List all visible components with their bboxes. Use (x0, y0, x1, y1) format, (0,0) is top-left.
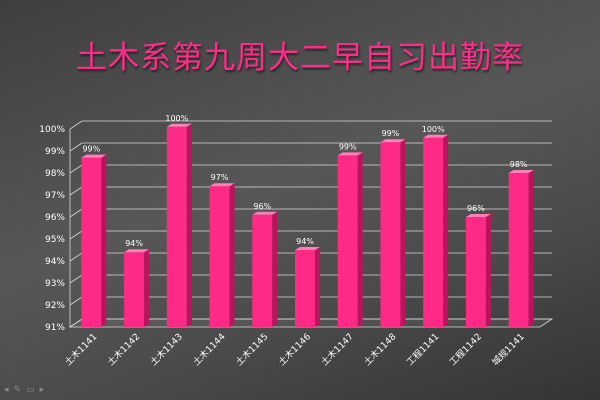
gridline-depth (69, 208, 83, 218)
data-label: 99% (382, 129, 400, 138)
bar (252, 214, 273, 327)
x-tick-label: 城规1141 (490, 331, 527, 368)
bar-side (443, 134, 449, 327)
bar-top (423, 134, 449, 138)
gridline-depth (69, 252, 83, 262)
chart-title: 土木系第九周大二早自习出勤率 (76, 40, 524, 76)
bar (81, 157, 102, 327)
pen-icon[interactable]: ✎ (13, 385, 22, 395)
bar-side (144, 249, 150, 327)
x-tick-label: 土木1148 (361, 330, 399, 368)
bar-top (380, 139, 406, 143)
bar-top (465, 214, 491, 217)
gridline-depth (69, 296, 83, 306)
x-tick-label: 土木1147 (318, 331, 355, 368)
bar-side (357, 152, 363, 327)
data-label: 94% (125, 239, 143, 248)
y-tick-label: 91% (45, 323, 65, 333)
gridline-depth (69, 164, 83, 174)
bar (380, 142, 401, 327)
y-tick-label: 96% (45, 213, 65, 223)
bar-side (528, 170, 534, 327)
data-label: 100% (165, 114, 188, 123)
gridline-depth (69, 186, 83, 196)
bar (337, 155, 358, 327)
bar-side (485, 214, 491, 327)
bar-side (400, 139, 406, 327)
gridline-depth (69, 274, 83, 284)
bar-side (186, 123, 192, 327)
y-tick-label: 100% (39, 125, 65, 135)
x-tick-label: 土木1143 (148, 331, 185, 368)
bar (209, 186, 230, 327)
data-label: 98% (510, 160, 528, 169)
bar-top (166, 123, 192, 127)
slideshow-nav: ◂ ✎ ▭ ▸ (4, 385, 44, 395)
bar (465, 217, 486, 327)
bar-top (295, 247, 320, 250)
y-tick-label: 94% (45, 257, 65, 267)
gridline-depth (69, 230, 83, 240)
slide-menu-icon[interactable]: ▭ (26, 385, 35, 395)
bar-top (252, 211, 278, 215)
gridline-depth (69, 318, 83, 328)
y-tick-label: 93% (45, 279, 65, 289)
data-label: 96% (253, 202, 271, 211)
y-tick-label: 92% (45, 301, 65, 311)
bar-top (81, 154, 107, 158)
bar-top (124, 249, 150, 253)
back-arrow-icon[interactable]: ◂ (4, 385, 9, 395)
bar-side (272, 211, 278, 327)
x-tick-label: 土木1144 (190, 330, 228, 368)
data-label: 94% (296, 237, 314, 246)
data-label: 100% (422, 125, 445, 134)
bar (124, 252, 145, 327)
y-tick-label: 98% (45, 169, 65, 179)
x-tick-label: 土木1145 (233, 331, 270, 368)
bar-top (337, 152, 363, 156)
y-tick-label: 99% (45, 147, 65, 157)
bar-side (315, 247, 320, 327)
data-label: 99% (339, 142, 357, 151)
bar-top (209, 183, 235, 187)
gridline-depth (69, 142, 83, 152)
gridline-depth (69, 120, 83, 130)
bar (166, 126, 187, 327)
x-tick-label: 土木1141 (62, 331, 99, 368)
bar-side (101, 154, 107, 327)
forward-arrow-icon[interactable]: ▸ (39, 385, 45, 395)
data-label: 97% (211, 173, 229, 182)
data-label: 99% (82, 145, 100, 154)
x-tick-label: 土木1146 (276, 330, 314, 368)
y-tick-label: 97% (45, 191, 65, 201)
x-tick-label: 工程1141 (405, 331, 442, 368)
bar (423, 137, 444, 327)
y-tick-label: 95% (45, 235, 65, 245)
bar-side (229, 183, 235, 327)
bar-top (508, 170, 534, 173)
bar (508, 173, 529, 327)
x-tick-label: 工程1142 (447, 331, 484, 368)
x-tick-label: 土木1142 (105, 331, 142, 368)
bar (295, 250, 315, 327)
data-label: 96% (467, 204, 485, 213)
